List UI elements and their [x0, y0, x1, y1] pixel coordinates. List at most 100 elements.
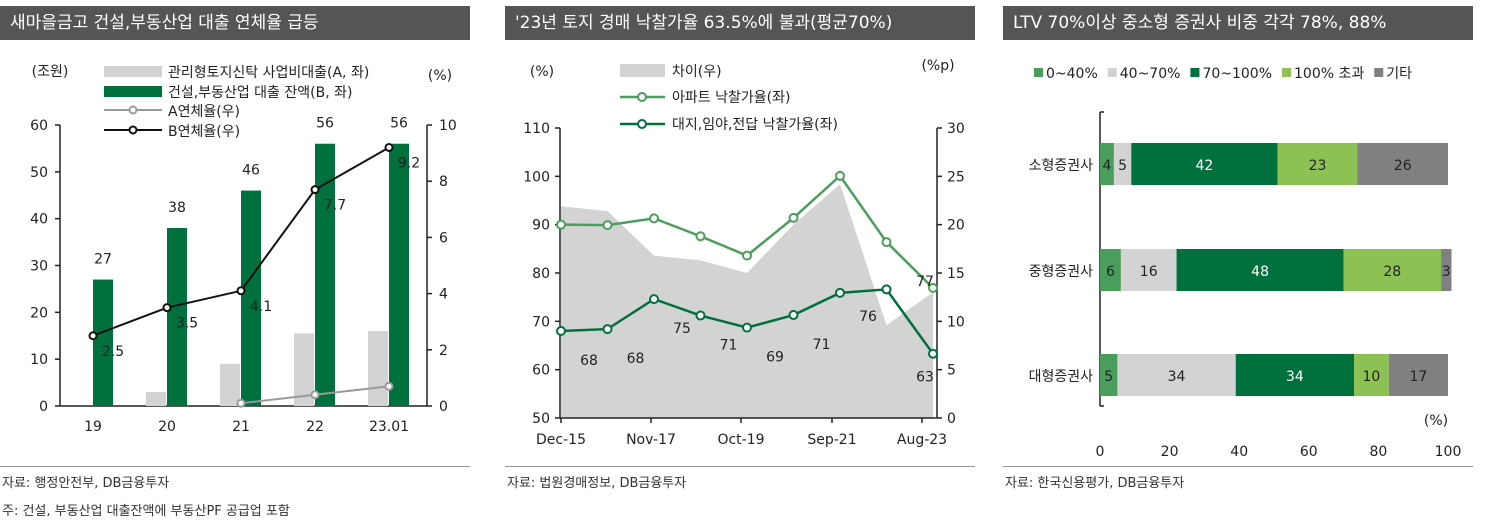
legend-swatch	[1282, 68, 1292, 77]
bar-segment	[1100, 249, 1121, 291]
x-tick-label: 20	[1161, 444, 1179, 460]
point	[310, 390, 320, 400]
point	[695, 231, 706, 242]
y-tick-label: 0	[39, 399, 48, 415]
y2-tick-label: 0	[439, 399, 448, 415]
y2-tick-label: 6	[439, 230, 448, 246]
bar-segment	[1235, 354, 1355, 396]
point	[928, 348, 938, 359]
x-tick-label: 40	[1230, 444, 1248, 460]
x-tick-label: 20	[158, 419, 176, 435]
bar-a	[220, 363, 240, 406]
y-tick-label: 100	[523, 169, 550, 185]
segment-label: 34	[1168, 369, 1186, 385]
legend-label: A연체율(우)	[168, 104, 240, 120]
point	[602, 324, 613, 335]
left-unit-label: (조원)	[32, 64, 69, 80]
point	[835, 287, 845, 298]
right-unit-label: (%)	[428, 68, 452, 84]
point	[88, 331, 98, 341]
divider	[505, 466, 975, 467]
x-tick-label: 60	[1300, 444, 1318, 460]
segment-label: 23	[1309, 158, 1327, 174]
point	[788, 310, 799, 321]
bar-a	[368, 331, 388, 406]
point	[384, 381, 394, 391]
y2-tick-label: 15	[947, 266, 965, 282]
legend-swatch	[1190, 68, 1200, 77]
bar-a	[146, 391, 166, 406]
y2-tick-label: 25	[947, 169, 965, 185]
legend-label: 관리형토지신탁 사업비대출(A, 좌)	[168, 65, 369, 81]
legend-swatch	[1374, 68, 1384, 77]
x-tick-label: 100	[1435, 444, 1462, 460]
bar-segment	[1343, 249, 1442, 291]
legend-marker	[637, 119, 647, 129]
x-tick-label: Aug-23	[897, 432, 947, 448]
data-label: 69	[766, 350, 784, 366]
chart2-title: '23년 토지 경매 낙찰가율 63.5%에 불과(평균70%)	[505, 6, 975, 40]
segment-label: 6	[1106, 264, 1115, 280]
x-tick-label: 19	[84, 419, 102, 435]
point	[236, 286, 246, 296]
data-label: 71	[813, 337, 831, 353]
bar-b-label: 38	[168, 200, 186, 216]
y-tick-label: 80	[532, 266, 550, 282]
legend-marker	[128, 105, 138, 115]
bar-segment	[1176, 249, 1344, 291]
bar-b	[167, 228, 187, 406]
point	[928, 282, 938, 293]
chart1-title: 새마을금고 건설,부동산업 대출 연체율 급등	[0, 6, 470, 40]
segment-label: 16	[1140, 264, 1158, 280]
y-tick-label: 90	[532, 218, 550, 234]
legend-label: B연체율(우)	[168, 124, 240, 140]
divider	[0, 466, 470, 467]
y2-tick-label: 10	[439, 118, 457, 134]
y2-tick-label: 10	[947, 314, 965, 330]
segment-label: 17	[1410, 369, 1428, 385]
b-rate-label: 9.2	[398, 155, 420, 171]
legend-swatch	[620, 64, 665, 77]
segment-label: 34	[1286, 369, 1304, 385]
bar-b	[315, 143, 335, 406]
legend-label: 70~100%	[1202, 66, 1272, 82]
data-label: 63	[916, 370, 934, 386]
bar-segment	[1113, 143, 1132, 185]
bar-b-label: 56	[316, 116, 334, 132]
legend-label: 0~40%	[1046, 66, 1098, 82]
point	[788, 212, 799, 223]
bar-segment	[1277, 143, 1358, 185]
legend-marker	[128, 125, 138, 135]
point	[649, 213, 659, 224]
segment-label: 10	[1363, 369, 1381, 385]
bar-segment	[1100, 354, 1118, 396]
chart3-source: 자료: 한국신용평가, DB금융투자	[1005, 476, 1185, 491]
y2-tick-label: 8	[439, 174, 448, 190]
point	[881, 284, 892, 295]
bar-segment	[1354, 354, 1389, 396]
y-tick-label: 60	[30, 118, 48, 134]
segment-label: 3	[1442, 264, 1451, 280]
data-label: 75	[673, 321, 691, 337]
legend-swatch	[104, 86, 162, 97]
y-tick-label: 40	[30, 212, 48, 228]
x-tick-label: 0	[1096, 444, 1105, 460]
legend-label: 기타	[1386, 66, 1412, 82]
x-tick-label: Nov-17	[626, 432, 676, 448]
x-tick-label: 22	[306, 419, 324, 435]
legend-label: 건설,부동산업 대출 잔액(B, 좌)	[168, 85, 352, 101]
category-label: 소형증권사	[1029, 158, 1094, 174]
y2-tick-label: 5	[947, 363, 956, 379]
x-tick-label: Oct-19	[717, 432, 764, 448]
category-label: 대형증권사	[1029, 369, 1094, 385]
point	[835, 170, 845, 181]
bar-b	[389, 143, 409, 406]
bar-a	[294, 333, 314, 406]
b-rate-label: 2.5	[102, 344, 124, 360]
data-label: 68	[627, 351, 645, 367]
legend-swatch	[1034, 68, 1043, 77]
y-tick-label: 60	[532, 363, 550, 379]
y-tick-label: 10	[30, 352, 48, 368]
legend-swatch	[104, 66, 162, 77]
legend-label: 아파트 낙찰가율(좌)	[672, 90, 790, 106]
